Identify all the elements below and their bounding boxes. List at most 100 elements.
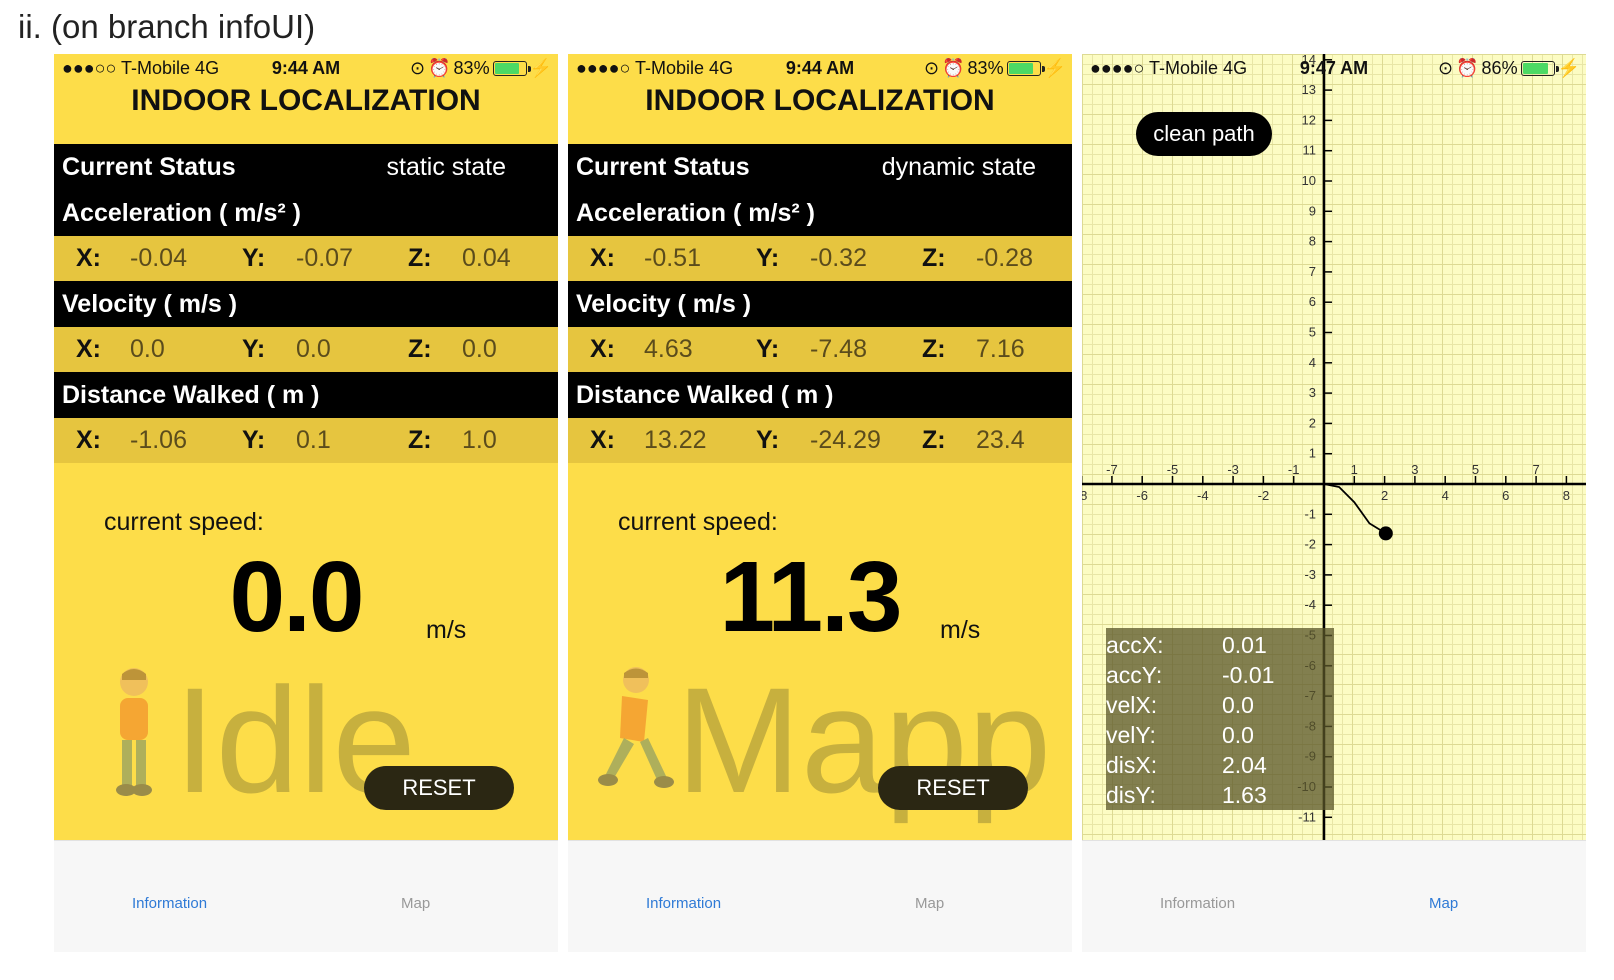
x-tick-label: 1 (1351, 462, 1358, 477)
z-label: Z: (408, 426, 432, 454)
readout-row: disX: 2.04 (1106, 750, 1334, 780)
sensor-readout-panel: accX: 0.01 accY: -0.01 velX: 0.0 velY: 0.0 disX:… (1106, 628, 1334, 810)
y-tick-label: -2 (1304, 537, 1316, 552)
current-speed-label: current speed: (104, 508, 264, 536)
x-tick-label: -2 (1258, 488, 1270, 503)
acceleration-header: Acceleration ( m/s² ) (568, 190, 1072, 236)
status-bar: ●●●○○ T-Mobile 4G 9:44 AM ⊙ ⏰ 83% ⚡ (54, 58, 558, 82)
reset-button[interactable]: RESET (364, 766, 514, 810)
y-tick-label: -4 (1304, 597, 1316, 612)
readout-value: 0.01 (1222, 632, 1267, 658)
x-tick-label: 8 (1563, 488, 1570, 503)
battery-icon (492, 61, 531, 76)
readout-row: disY: 1.63 (1106, 780, 1334, 810)
tab-map[interactable]: Map (401, 895, 431, 912)
y-tick-label: 14 (1302, 54, 1316, 67)
alarm-icon: ⏰ (1456, 58, 1479, 78)
y-tick-label: 7 (1309, 264, 1316, 279)
acc-y-value: -0.32 (810, 244, 867, 272)
vel-z-value: 7.16 (976, 335, 1025, 363)
carrier-label: ●●●●○ T-Mobile 4G (576, 58, 734, 78)
x-label: X: (76, 244, 101, 272)
distance-header: Distance Walked ( m ) (54, 372, 558, 418)
dis-z-value: 23.4 (976, 426, 1025, 454)
clock: 9:47 AM (1299, 58, 1369, 78)
vel-y-value: 0.0 (296, 335, 331, 363)
tab-information[interactable]: Information (132, 895, 208, 912)
speed-unit: m/s (940, 616, 981, 644)
current-position-marker (1378, 526, 1393, 541)
current-status-value: static state (386, 153, 507, 181)
current-speed-value: 0.0 (229, 541, 364, 653)
reset-button[interactable]: RESET (878, 766, 1028, 810)
x-tick-label: 2 (1381, 488, 1388, 503)
x-tick-label: -8 (1082, 488, 1087, 503)
standing-person-icon (116, 668, 152, 796)
x-tick-label: -7 (1106, 462, 1118, 477)
alarm-icon: ⏰ (428, 58, 451, 78)
tab-bar: Information Map (568, 840, 1072, 952)
x-tick-label: -1 (1288, 462, 1300, 477)
status-right: ⊙ ⏰ 83% ⚡ (410, 58, 552, 79)
readout-value: -0.01 (1222, 662, 1275, 688)
acc-z-value: -0.28 (976, 244, 1033, 272)
dis-y-value: 0.1 (296, 426, 331, 454)
current-status-row: Current Status static state (54, 144, 558, 190)
current-status-label: Current Status (62, 153, 236, 181)
battery-percent: 83% (967, 58, 1004, 78)
z-label: Z: (922, 244, 946, 272)
y-label: Y: (756, 244, 780, 272)
acc-y-value: -0.07 (296, 244, 353, 272)
status-right: ⊙ ⏰ 83% ⚡ (924, 58, 1066, 79)
y-tick-label: 3 (1309, 385, 1316, 400)
phone-screen-static: ●●●○○ T-Mobile 4G 9:44 AM ⊙ ⏰ 83% ⚡ INDO… (54, 54, 558, 952)
tab-bar: Information Map (1082, 840, 1586, 952)
current-speed-value: 11.3 (719, 541, 902, 653)
tab-map[interactable]: Map (915, 895, 945, 912)
clock: 9:44 AM (785, 58, 855, 78)
readout-value: 2.04 (1222, 752, 1267, 778)
velocity-values: X: 0.0 Y: 0.0 Z: 0.0 (54, 327, 558, 372)
x-label: X: (590, 426, 615, 454)
x-tick-label: 3 (1411, 462, 1418, 477)
x-tick-label: 6 (1502, 488, 1509, 503)
distance-values: X: -1.06 Y: 0.1 Z: 1.0 (54, 418, 558, 463)
y-tick-label: -11 (1298, 809, 1316, 824)
y-label: Y: (242, 335, 266, 363)
battery-percent: 83% (453, 58, 490, 78)
status-right: ⊙ ⏰ 86% ⚡ (1438, 58, 1580, 79)
readout-key: disX: (1106, 752, 1158, 778)
clean-path-button[interactable]: clean path (1136, 112, 1272, 156)
clock: 9:44 AM (271, 58, 341, 78)
vel-x-value: 0.0 (130, 335, 165, 363)
vel-y-value: -7.48 (810, 335, 867, 363)
tab-information[interactable]: Information (1160, 895, 1236, 912)
tab-information[interactable]: Information (646, 895, 722, 912)
acc-x-value: -0.51 (644, 244, 701, 272)
readout-row: velY: 0.0 (1106, 720, 1334, 750)
current-status-label: Current Status (576, 153, 750, 181)
readout-value: 0.0 (1222, 722, 1254, 748)
tab-bar: Information Map (54, 840, 558, 952)
x-tick-label: -6 (1136, 488, 1148, 503)
x-tick-label: -3 (1227, 462, 1239, 477)
x-tick-label: 7 (1532, 462, 1539, 477)
tab-map[interactable]: Map (1429, 895, 1459, 912)
y-label: Y: (242, 426, 266, 454)
app-title: INDOOR LOCALIZATION (645, 84, 995, 117)
acceleration-values: X: -0.51 Y: -0.32 Z: -0.28 (568, 236, 1072, 281)
distance-header: Distance Walked ( m ) (568, 372, 1072, 418)
acc-z-value: 0.04 (462, 244, 511, 272)
x-tick-label: -4 (1197, 488, 1209, 503)
readout-key: accY: (1106, 662, 1163, 688)
battery-icon (1006, 61, 1045, 76)
y-tick-label: 1 (1309, 446, 1316, 461)
readout-key: velY: (1106, 722, 1156, 748)
z-label: Z: (408, 244, 432, 272)
readout-row: accY: -0.01 (1106, 660, 1334, 690)
current-status-row: Current Status dynamic state (568, 144, 1072, 190)
alarm-icon: ⏰ (942, 58, 965, 78)
readout-key: velX: (1106, 692, 1158, 718)
battery-icon (1520, 61, 1559, 76)
vel-z-value: 0.0 (462, 335, 497, 363)
